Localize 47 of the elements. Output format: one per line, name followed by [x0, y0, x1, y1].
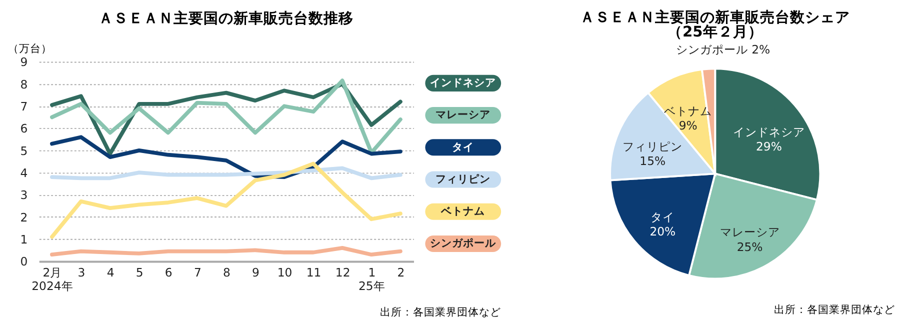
y-tick-label: 6: [20, 122, 28, 136]
data-label: 25%: [736, 240, 763, 254]
data-label: 15%: [640, 154, 666, 168]
y-tick-label: 3: [20, 188, 28, 202]
y-tick-label: 4: [20, 166, 28, 180]
x-tick-label: 2: [397, 265, 405, 280]
x-tick-label: 6: [164, 265, 172, 280]
x-tick-label: 11: [306, 265, 322, 280]
text: 出所：各国業界団体など: [380, 306, 502, 319]
text: ベトナム: [440, 204, 486, 218]
text: タイ: [452, 140, 474, 154]
data-label: 20%: [650, 224, 676, 239]
text: シンガポール: [430, 236, 498, 250]
text: インドネシア: [430, 76, 496, 90]
line-series: [50, 166, 402, 180]
y-tick-label: 5: [20, 144, 28, 158]
x-tick-label: 2月 2024年: [32, 265, 74, 293]
slice-label: シンガポール 2%: [676, 42, 770, 56]
y-tick-label: 7: [20, 99, 28, 114]
x-tick-label: 7: [194, 265, 202, 280]
x-tick-label: 3: [78, 265, 86, 280]
chart-subtitle: （25年２月）: [667, 24, 763, 41]
line-series: [50, 246, 402, 257]
x-tick-label: 10: [277, 265, 292, 280]
y-tick-label: 0: [20, 254, 28, 269]
text: フィリピン: [436, 172, 491, 186]
chart-title: ＡＳＥＡＮ主要国の新車販売台数推移: [98, 8, 354, 27]
x-tick-label: 9: [252, 265, 260, 280]
y-tick-label: 2: [20, 210, 28, 224]
x-tick-label: 1 25年: [358, 265, 386, 293]
y-tick-label: 9: [20, 55, 28, 70]
y-tick-label: 8: [20, 77, 28, 92]
data-label: 9%: [678, 118, 698, 133]
slice-label: フィリピン: [622, 140, 683, 154]
line-series: [50, 162, 402, 239]
slice-label: タイ: [650, 210, 675, 224]
x-tick-label: 12: [335, 265, 350, 280]
y-axis-title: （万台）: [8, 42, 52, 56]
text: 出所：各国業界団体など: [774, 302, 896, 316]
data-label: 29%: [756, 139, 782, 154]
slice-label: マレーシア: [720, 225, 780, 240]
x-tick-label: 5: [136, 265, 144, 280]
x-tick-label: 8: [222, 265, 230, 280]
text: マレーシア: [436, 108, 491, 122]
y-tick-label: 1: [20, 232, 28, 246]
x-tick-label: 4: [106, 265, 114, 280]
slice-label: インドネシア: [732, 124, 805, 139]
